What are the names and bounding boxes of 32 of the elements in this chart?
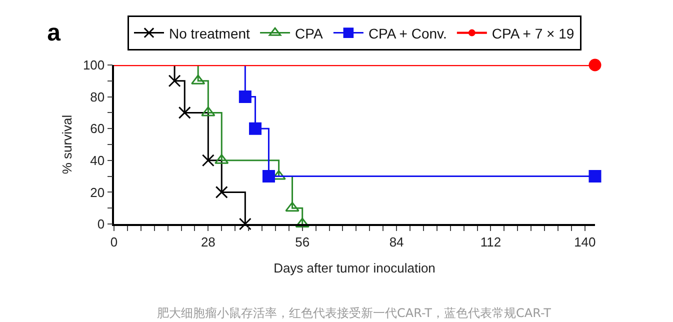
point xyxy=(168,74,181,88)
point xyxy=(262,170,275,183)
point xyxy=(215,186,228,198)
x-axis-title: Days after tumor inoculation xyxy=(274,260,436,276)
point xyxy=(285,202,300,212)
y-tick-label: 100 xyxy=(82,58,105,73)
y-tick-label: 60 xyxy=(90,121,105,136)
point xyxy=(249,122,262,135)
y-tick-label: 40 xyxy=(90,152,105,168)
x-tick-label: 56 xyxy=(295,234,310,250)
x-tick-label: 0 xyxy=(110,234,118,250)
chart-title: a xyxy=(47,20,62,47)
point xyxy=(588,170,602,183)
x-tick-label: 112 xyxy=(480,234,502,250)
y-tick-label: 0 xyxy=(97,216,105,232)
y-axis-title: % survival xyxy=(59,114,74,174)
legend-label: CPA + Conv. xyxy=(368,25,447,42)
legend-label: No treatment xyxy=(169,25,250,42)
text: 肥大细胞瘤小鼠存活率，红色代表接受新一代CAR-T，蓝色代表常规CAR-T xyxy=(157,306,552,320)
legend-label: CPA xyxy=(295,25,324,42)
x-tick-label: 84 xyxy=(389,234,404,250)
x-tick-label: 28 xyxy=(200,234,216,250)
y-tick-label: 80 xyxy=(90,89,105,104)
point xyxy=(588,58,602,72)
point xyxy=(238,218,252,230)
point xyxy=(201,106,216,116)
legend-label: CPA + 7 × 19 xyxy=(492,25,574,42)
y-tick-label: 20 xyxy=(90,184,105,200)
point xyxy=(238,90,252,104)
point xyxy=(202,154,214,167)
x-tick-label: 140 xyxy=(574,234,596,250)
point xyxy=(178,106,191,119)
